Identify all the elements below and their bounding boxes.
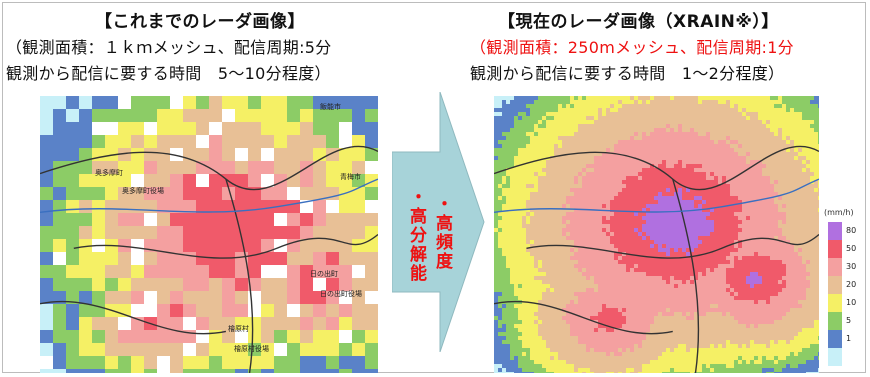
left-line-2: 観測から配信に要する時間 5～10分程度） <box>6 64 331 83</box>
legend-swatch <box>828 222 842 240</box>
left-radar-map: 飯能市 奥多摩町 奥多摩町役場 青梅市 日の出町 日の出町役場 檜原村 檜原村役… <box>40 96 378 373</box>
legend-swatch <box>828 294 842 312</box>
place-label: 日の出町 <box>310 270 338 278</box>
left-line-1: （観測面積：１ｋｍメッシュ、配信周期:5分 <box>6 38 332 57</box>
legend-swatch <box>828 312 842 330</box>
arrow-text-frequency: ・高頻度 <box>432 195 452 271</box>
arrow-shape <box>392 92 485 352</box>
right-line-2: 観測から配信に要する時間 1～2分程度） <box>470 64 785 83</box>
figure-frame <box>2 2 866 373</box>
right-line-1: （観測面積：250mメッシュ、配信周期:1分 <box>470 38 794 57</box>
place-label: 奥多摩町 <box>95 169 123 177</box>
legend-tick-label: 5 <box>846 316 852 325</box>
legend-unit: (mm/h) <box>824 208 854 217</box>
legend-swatch <box>828 258 842 276</box>
legend-swatch <box>828 348 842 366</box>
place-label: 奥多摩町役場 <box>122 187 164 195</box>
place-label: 檜原村役場 <box>234 345 269 353</box>
left-radar-grid <box>40 96 378 373</box>
legend-tick-label: 30 <box>846 262 857 271</box>
legend-swatch <box>828 330 842 348</box>
right-radar-map <box>494 96 819 373</box>
place-label: 日の出町役場 <box>320 290 362 298</box>
legend-tick-label: 80 <box>846 226 857 235</box>
place-label: 檜原村 <box>228 325 249 333</box>
legend-tick-label: 1 <box>846 334 852 343</box>
arrow-text-resolution: ・高分解能 <box>406 188 426 283</box>
legend-swatch <box>828 276 842 294</box>
right-radar-image <box>494 96 819 373</box>
legend-tick-label: 20 <box>846 280 857 289</box>
right-title: 【現在のレーダ画像（XRAIN※）】 <box>498 12 779 32</box>
place-label: 青梅市 <box>340 173 361 181</box>
left-title: 【これまでのレーダ画像】 <box>95 12 305 32</box>
transition-arrow <box>392 92 485 352</box>
place-label: 飯能市 <box>320 103 341 111</box>
legend-swatch <box>828 240 842 258</box>
legend-tick-label: 10 <box>846 298 857 307</box>
legend-tick-label: 50 <box>846 244 857 253</box>
